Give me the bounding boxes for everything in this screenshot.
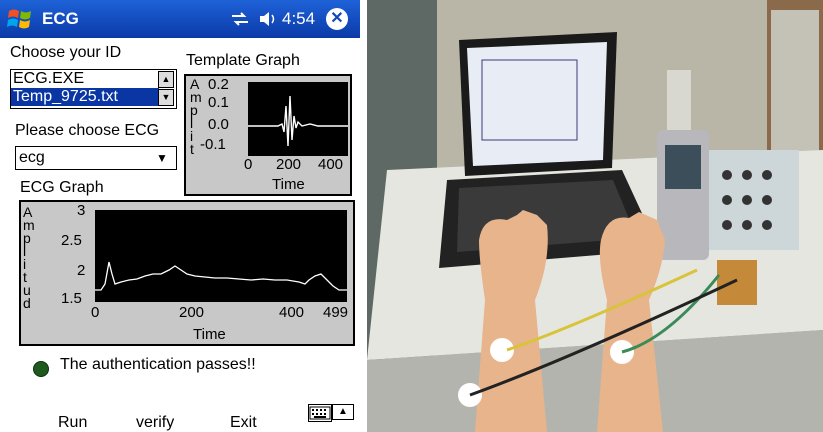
scroll-down-button[interactable]: ▼ bbox=[158, 89, 174, 106]
setup-photo bbox=[367, 0, 823, 432]
ytick: 0.2 bbox=[208, 76, 229, 93]
xtick: 0 bbox=[244, 156, 253, 173]
xtick: 499 bbox=[323, 304, 349, 321]
ytick: 3 bbox=[77, 202, 86, 219]
scroll-up-button[interactable]: ▲ bbox=[158, 71, 174, 88]
template-ylabel: A m p l i t bbox=[190, 76, 202, 157]
clock: 4:54 bbox=[282, 9, 316, 28]
close-icon: ✕ bbox=[330, 10, 344, 27]
xtick: 200 bbox=[179, 304, 205, 321]
run-button[interactable]: Run bbox=[58, 414, 88, 432]
template-plot bbox=[248, 82, 348, 156]
ytick: 1.5 bbox=[61, 290, 82, 307]
ytick: 0.0 bbox=[208, 116, 229, 133]
ecg-graph-title: ECG Graph bbox=[20, 179, 104, 196]
status-text: The authentication passes!! bbox=[60, 356, 256, 373]
arrow-up-icon[interactable]: ▲ bbox=[332, 404, 354, 420]
ecg-graph: A m p l i t u d 3 2.5 2 1.5 0 200 400 49… bbox=[19, 200, 355, 346]
choose-id-label: Choose your ID bbox=[10, 44, 122, 61]
template-graph: A m p l i t 0.2 0.1 0.0 -0.1 0 200 400 T… bbox=[184, 74, 352, 196]
chevron-down-icon[interactable]: ▼ bbox=[156, 151, 168, 165]
xtick: 400 bbox=[318, 156, 344, 173]
sync-icon[interactable] bbox=[230, 11, 250, 27]
windows-logo-icon[interactable] bbox=[6, 6, 34, 32]
ecg-select[interactable]: ecg ▼ bbox=[15, 146, 177, 170]
xtick: 400 bbox=[279, 304, 305, 321]
verify-button[interactable]: verify bbox=[136, 414, 175, 432]
ecg-xlabel: Time bbox=[193, 326, 226, 343]
ytick: 2.5 bbox=[61, 232, 82, 249]
list-item-selected[interactable]: Temp_9725.txt bbox=[11, 88, 159, 106]
volume-icon[interactable] bbox=[258, 11, 278, 27]
ytick: -0.1 bbox=[200, 136, 226, 153]
xtick: 0 bbox=[91, 304, 100, 321]
list-item[interactable]: ECG.EXE bbox=[13, 70, 85, 87]
close-button[interactable]: ✕ bbox=[326, 8, 348, 30]
choose-ecg-label: Please choose ECG bbox=[15, 122, 160, 139]
ecg-ylabel: A m p l i t u d bbox=[23, 204, 35, 311]
ecg-plot bbox=[95, 210, 347, 302]
id-listbox[interactable]: ECG.EXE Temp_9725.txt ▲ ▼ bbox=[10, 69, 177, 109]
status-indicator-icon bbox=[33, 361, 49, 377]
xtick: 200 bbox=[276, 156, 302, 173]
ytick: 2 bbox=[77, 262, 86, 279]
keyboard-icon[interactable] bbox=[308, 404, 332, 422]
title-bar: ECG 4:54 ✕ bbox=[0, 0, 360, 38]
template-xlabel: Time bbox=[272, 176, 305, 193]
exit-button[interactable]: Exit bbox=[230, 414, 257, 432]
ytick: 0.1 bbox=[208, 94, 229, 111]
template-graph-title: Template Graph bbox=[186, 52, 300, 69]
app-title: ECG bbox=[42, 9, 79, 28]
ecg-select-value: ecg bbox=[19, 149, 45, 166]
pocket-pc-screen: ECG 4:54 ✕ Choose your ID ECG.EXE Temp_9… bbox=[0, 0, 360, 432]
